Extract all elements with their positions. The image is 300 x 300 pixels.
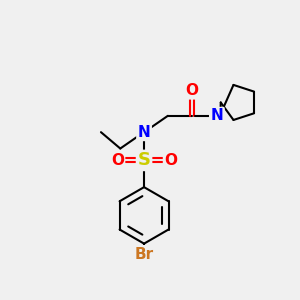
Text: N: N: [138, 125, 150, 140]
Text: Br: Br: [134, 247, 154, 262]
Text: O: O: [185, 83, 198, 98]
Text: O: O: [111, 153, 124, 168]
Text: O: O: [164, 153, 177, 168]
Text: N: N: [211, 108, 223, 123]
Text: S: S: [138, 152, 151, 169]
